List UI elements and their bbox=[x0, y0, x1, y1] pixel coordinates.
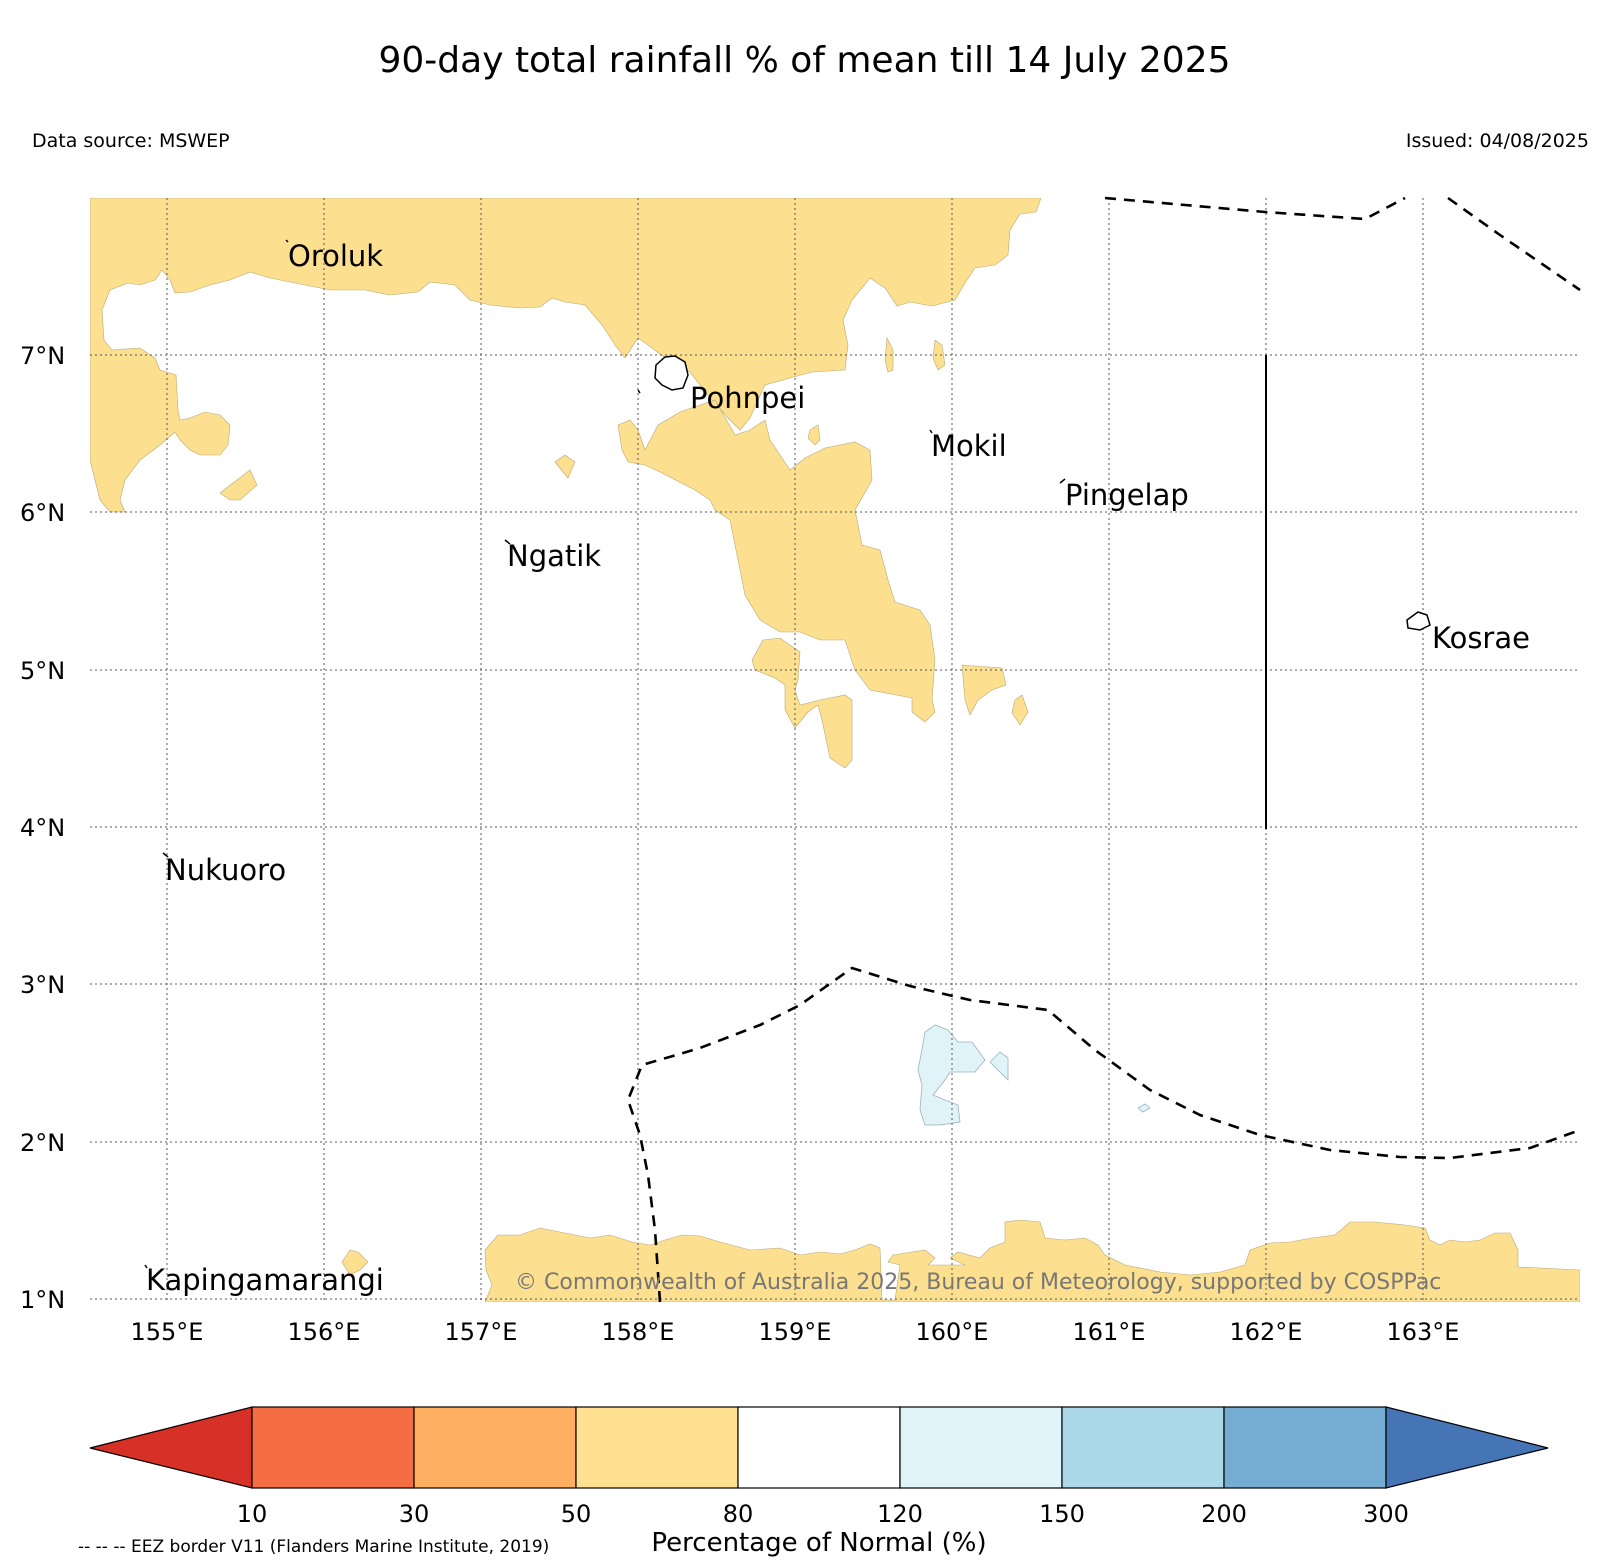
colorbar-segment bbox=[413, 1406, 577, 1489]
rainfall-area-islet bbox=[884, 336, 894, 373]
lat-label: 2°N bbox=[20, 1129, 65, 1157]
rainfall-area-islet bbox=[807, 424, 821, 446]
rainfall-area-islet bbox=[961, 664, 1007, 716]
lon-label: 161°E bbox=[1073, 1318, 1146, 1346]
colorbar-tick: 80 bbox=[723, 1500, 754, 1528]
rainfall-area-north bbox=[90, 198, 1042, 513]
colorbar-tick: 300 bbox=[1363, 1500, 1409, 1528]
longitude-labels: 155°E 156°E 157°E 158°E 159°E 160°E 161°… bbox=[131, 1318, 1460, 1346]
place-label-mokil: Mokil bbox=[931, 429, 1007, 463]
rainfall-area-wet bbox=[1137, 1103, 1151, 1113]
lat-label: 6°N bbox=[20, 499, 65, 527]
map-title: 90-day total rainfall % of mean till 14 … bbox=[378, 40, 1231, 81]
colorbar-tick: 120 bbox=[877, 1500, 923, 1528]
lon-label: 156°E bbox=[288, 1318, 361, 1346]
lon-label: 163°E bbox=[1387, 1318, 1460, 1346]
lon-label: 158°E bbox=[602, 1318, 675, 1346]
colorbar-tick: 30 bbox=[399, 1500, 430, 1528]
place-label-kosrae: Kosrae bbox=[1432, 621, 1530, 655]
lat-label: 1°N bbox=[20, 1286, 65, 1314]
colorbar-tick: 200 bbox=[1201, 1500, 1247, 1528]
rainfall-area-islet bbox=[1011, 694, 1029, 726]
graticule bbox=[90, 198, 1580, 1302]
colorbar-tick: 10 bbox=[237, 1500, 268, 1528]
rainfall-area-islet bbox=[554, 454, 576, 479]
colorbar-segment bbox=[251, 1406, 415, 1489]
place-label-pohnpei: Pohnpei bbox=[690, 381, 805, 415]
lon-label: 162°E bbox=[1230, 1318, 1303, 1346]
pohnpei-island bbox=[654, 355, 689, 391]
lon-label: 157°E bbox=[445, 1318, 518, 1346]
colorbar-ticks: 10 30 50 80 120 150 200 300 bbox=[237, 1500, 1409, 1528]
data-source-label: Data source: MSWEP bbox=[32, 130, 230, 152]
rainfall-area-wet bbox=[989, 1051, 1009, 1081]
colorbar-segment bbox=[899, 1406, 1063, 1489]
place-label-nukuoro: Nukuoro bbox=[165, 853, 286, 887]
eez-border-note: -- -- -- EEZ border V11 (Flanders Marine… bbox=[78, 1537, 549, 1557]
place-labels: Oroluk Pohnpei Mokil Pingelap Ngatik Kos… bbox=[146, 239, 1530, 1297]
place-label-oroluk: Oroluk bbox=[288, 239, 383, 273]
eez-border bbox=[626, 196, 1581, 1303]
colorbar-extend-high bbox=[1385, 1406, 1549, 1489]
rainfall-area-wet bbox=[917, 1024, 986, 1126]
rainfall-area-south bbox=[484, 1219, 1580, 1302]
lon-label: 159°E bbox=[759, 1318, 832, 1346]
place-label-ngatik: Ngatik bbox=[507, 539, 601, 573]
lon-label: 160°E bbox=[916, 1318, 989, 1346]
issued-date-label: Issued: 04/08/2025 bbox=[1405, 130, 1589, 152]
rainfall-area-islet bbox=[751, 637, 853, 769]
colorbar-segment bbox=[1223, 1406, 1387, 1489]
lat-label: 5°N bbox=[20, 657, 65, 685]
copyright-notice: © Commonwealth of Australia 2025, Bureau… bbox=[515, 1270, 1441, 1295]
lat-label: 3°N bbox=[20, 971, 65, 999]
lat-label: 7°N bbox=[20, 342, 65, 370]
rainfall-area-islet bbox=[341, 1249, 369, 1276]
latitude-labels: 7°N 6°N 5°N 4°N 3°N 2°N 1°N bbox=[20, 342, 65, 1314]
place-label-pingelap: Pingelap bbox=[1065, 478, 1189, 512]
atoll-markers bbox=[144, 239, 1066, 1269]
rainfall-area-islet bbox=[219, 469, 258, 501]
kosrae-island bbox=[1406, 611, 1431, 631]
colorbar-segment bbox=[1061, 1406, 1225, 1489]
rainfall-shading bbox=[90, 198, 1580, 1302]
colorbar-tick: 50 bbox=[561, 1500, 592, 1528]
colorbar-tick: 150 bbox=[1039, 1500, 1085, 1528]
lon-label: 155°E bbox=[131, 1318, 204, 1346]
rainfall-area-islet bbox=[932, 339, 946, 371]
colorbar bbox=[89, 1406, 1549, 1489]
place-label-kapingamarangi: Kapingamarangi bbox=[146, 1263, 384, 1297]
rainfall-area-central bbox=[617, 399, 936, 723]
colorbar-label: Percentage of Normal (%) bbox=[651, 1528, 986, 1558]
colorbar-extend-low bbox=[89, 1406, 253, 1489]
colorbar-segment bbox=[575, 1406, 739, 1489]
colorbar-segment bbox=[737, 1406, 901, 1489]
lat-label: 4°N bbox=[20, 814, 65, 842]
